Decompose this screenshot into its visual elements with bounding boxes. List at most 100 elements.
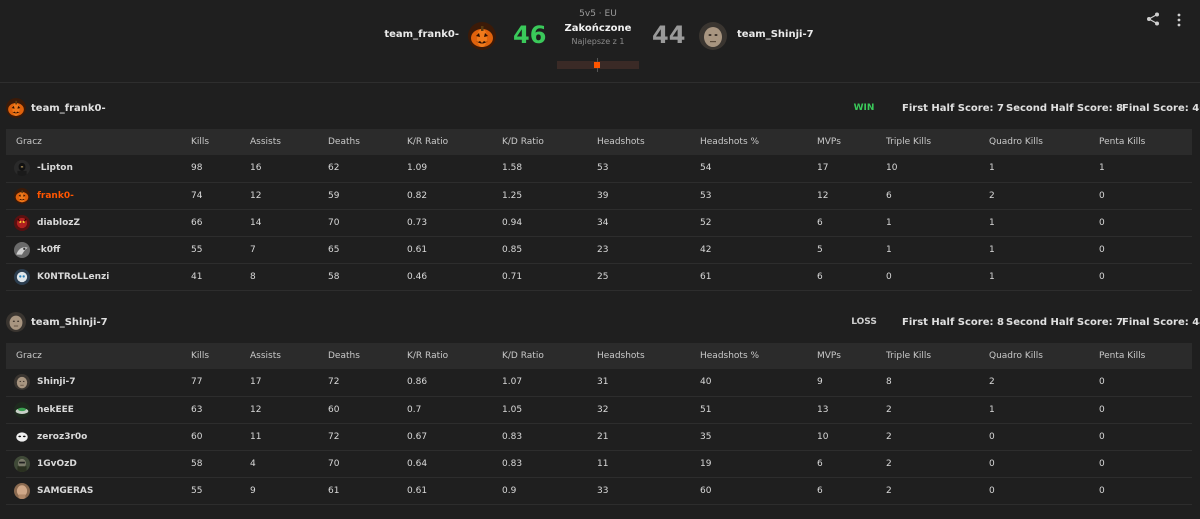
stat-cell: 4	[250, 450, 328, 478]
column-header[interactable]: Kills	[191, 129, 250, 155]
player-name[interactable]: -k0ff	[37, 244, 61, 255]
player-avatar-icon	[14, 215, 30, 231]
stat-cell: 70	[328, 209, 407, 237]
stat-cell: 59	[328, 182, 407, 210]
stat-cell: 10	[886, 155, 989, 183]
player-avatar[interactable]	[14, 483, 30, 499]
stat-cell: 1.07	[502, 369, 597, 397]
stat-cell: 72	[328, 423, 407, 451]
player-cell[interactable]: Shinji-7	[6, 369, 191, 397]
stat-cell: 77	[191, 369, 250, 397]
more-vertical-icon[interactable]	[1175, 12, 1183, 28]
team1-final-score: Final Score: 46	[1122, 103, 1200, 114]
player-name[interactable]: hekEEE	[37, 404, 74, 415]
player-cell[interactable]: K0NTRoLLenzi	[6, 263, 191, 291]
player-avatar[interactable]	[14, 402, 30, 418]
player-avatar[interactable]	[14, 188, 30, 204]
column-header[interactable]: Headshots	[597, 343, 700, 369]
player-avatar[interactable]	[14, 215, 30, 231]
team1-summary-avatar[interactable]	[6, 98, 26, 118]
player-avatar[interactable]	[14, 160, 30, 176]
stat-cell: 65	[328, 236, 407, 264]
player-name[interactable]: Shinji-7	[37, 377, 76, 388]
team1-name[interactable]: team_frank0-	[384, 29, 459, 40]
stat-cell: 31	[597, 369, 700, 397]
stat-cell: 74	[191, 182, 250, 210]
column-header[interactable]: Kills	[191, 343, 250, 369]
column-header[interactable]: Deaths	[328, 343, 407, 369]
column-header[interactable]: Assists	[250, 129, 328, 155]
stat-cell: 2	[989, 182, 1099, 210]
team2-avatar[interactable]	[699, 22, 727, 50]
player-name[interactable]: frank0-	[37, 190, 74, 201]
player-avatar[interactable]	[14, 429, 30, 445]
team1-summary-name[interactable]: team_frank0-	[31, 103, 106, 114]
player-cell[interactable]: SAMGERAS	[6, 477, 191, 505]
player-name[interactable]: K0NTRoLLenzi	[37, 271, 110, 282]
stat-cell: 0	[1099, 182, 1192, 210]
table-row: Shinji-7 77 17 72 0.86 1.07 31 40 9 8 2 0	[6, 369, 1192, 397]
column-header[interactable]: Penta Kills	[1099, 343, 1192, 369]
column-header[interactable]: K/D Ratio	[502, 343, 597, 369]
team2-stats-table: Gracz Kills Assists Deaths K/R Ratio K/D Rati…	[6, 343, 1192, 505]
column-header[interactable]: Headshots %	[700, 129, 817, 155]
player-cell[interactable]: zeroz3r0o	[6, 423, 191, 451]
stat-cell: 55	[191, 477, 250, 505]
column-header[interactable]: K/D Ratio	[502, 129, 597, 155]
stat-cell: 1.05	[502, 396, 597, 424]
player-name[interactable]: -Lipton	[37, 163, 73, 174]
column-header[interactable]: K/R Ratio	[407, 343, 502, 369]
column-header[interactable]: Gracz	[6, 129, 191, 155]
team2-summary-avatar[interactable]	[6, 312, 26, 332]
column-header[interactable]: Triple Kills	[886, 129, 989, 155]
player-name[interactable]: zeroz3r0o	[37, 431, 88, 442]
team2-summary-name[interactable]: team_Shinji-7	[31, 317, 108, 328]
stat-cell: 34	[597, 209, 700, 237]
column-header[interactable]: MVPs	[817, 129, 886, 155]
column-header[interactable]: Assists	[250, 343, 328, 369]
player-avatar[interactable]	[14, 374, 30, 390]
stat-cell: 0	[1099, 369, 1192, 397]
table-row: -Lipton 98 16 62 1.09 1.58 53 54 17 10 1 1	[6, 155, 1192, 183]
table-header-row: Gracz Kills Assists Deaths K/R Ratio K/D Rati…	[6, 129, 1192, 155]
player-cell[interactable]: -Lipton	[6, 155, 191, 183]
column-header[interactable]: Deaths	[328, 129, 407, 155]
column-header[interactable]: MVPs	[817, 343, 886, 369]
share-icon[interactable]	[1146, 12, 1160, 26]
player-avatar[interactable]	[14, 242, 30, 258]
column-header[interactable]: Headshots %	[700, 343, 817, 369]
stat-cell: 0	[1099, 396, 1192, 424]
player-name[interactable]: 1GvOzD	[37, 458, 77, 469]
column-header[interactable]: Quadro Kills	[989, 129, 1099, 155]
table-row: K0NTRoLLenzi 41 8 58 0.46 0.71 25 61 6 0 1 0	[6, 263, 1192, 291]
team2-result-badge: LOSS	[851, 317, 877, 327]
stat-cell: 9	[817, 369, 886, 397]
player-avatar-icon	[14, 483, 30, 499]
stat-cell: 53	[700, 182, 817, 210]
player-cell[interactable]: 1GvOzD	[6, 450, 191, 478]
column-header[interactable]: K/R Ratio	[407, 129, 502, 155]
player-name[interactable]: SAMGERAS	[37, 485, 94, 496]
player-cell[interactable]: hekEEE	[6, 396, 191, 424]
player-cell[interactable]: -k0ff	[6, 236, 191, 264]
stat-cell: 0	[1099, 209, 1192, 237]
team2-name[interactable]: team_Shinji-7	[737, 29, 814, 40]
stat-cell: 0	[1099, 477, 1192, 505]
stat-cell: 1	[989, 236, 1099, 264]
player-cell[interactable]: frank0-	[6, 182, 191, 210]
best-of: Najlepsze z 1	[571, 37, 625, 46]
player-name[interactable]: diablozZ	[37, 217, 81, 228]
stat-cell: 54	[700, 155, 817, 183]
column-header[interactable]: Gracz	[6, 343, 191, 369]
team1-stats-table: Gracz Kills Assists Deaths K/R Ratio K/D Rati…	[6, 129, 1192, 291]
stat-cell: 0	[989, 450, 1099, 478]
column-header[interactable]: Headshots	[597, 129, 700, 155]
player-avatar[interactable]	[14, 456, 30, 472]
team1-avatar[interactable]	[468, 22, 496, 50]
column-header[interactable]: Penta Kills	[1099, 129, 1192, 155]
column-header[interactable]: Triple Kills	[886, 343, 989, 369]
player-cell[interactable]: diablozZ	[6, 209, 191, 237]
stat-cell: 0.7	[407, 396, 502, 424]
player-avatar[interactable]	[14, 269, 30, 285]
column-header[interactable]: Quadro Kills	[989, 343, 1099, 369]
